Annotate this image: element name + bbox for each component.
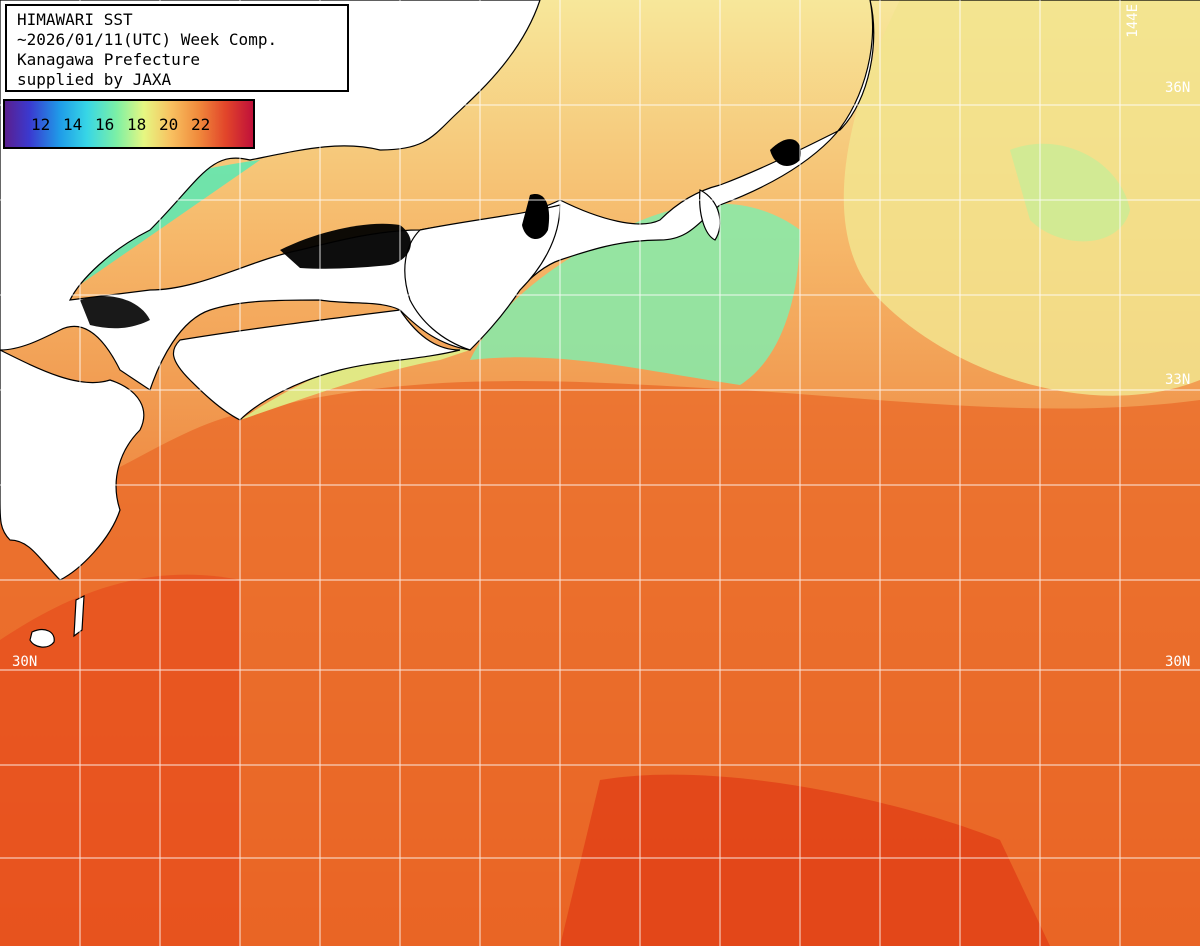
land-shikoku <box>172 309 461 421</box>
legend-label-20: 20 <box>159 114 179 134</box>
inland-sea-dark <box>280 223 411 269</box>
lat-label-30n-right: 30N <box>1165 654 1191 670</box>
land-kyushu <box>0 349 145 581</box>
info-date: ~2026/01/11(UTC) Week Comp. <box>17 30 278 49</box>
cool-yellow-ne <box>843 0 1200 396</box>
land-izu <box>699 189 721 241</box>
coastal-cool-south <box>470 203 800 385</box>
island-yakushima <box>29 629 55 648</box>
lat-label-33n-right: 33N <box>1165 372 1191 388</box>
legend-label-18: 18 <box>127 114 147 134</box>
kuroshio-warm-band <box>0 381 1200 946</box>
color-legend: 12 14 16 18 20 22 <box>3 99 255 149</box>
info-region: Kanagawa Prefecture <box>17 50 201 69</box>
lat-label-30n-left: 30N <box>12 654 38 670</box>
legend-label-16: 16 <box>95 114 115 134</box>
lon-label-136e: 136E <box>481 4 497 38</box>
legend-label-22: 22 <box>191 114 211 134</box>
lat-label-36n: 36N <box>1165 80 1191 96</box>
info-source: supplied by JAXA <box>17 70 172 89</box>
inland-sea-dark2 <box>80 296 150 329</box>
warm-core-south <box>560 774 1050 946</box>
lon-label-144e: 144E <box>1125 4 1141 38</box>
info-title: HIMAWARI SST <box>17 10 133 29</box>
legend-color-bar <box>5 101 253 147</box>
tokyo-bay-dark <box>770 139 801 166</box>
warm-core-west <box>0 574 240 946</box>
island-tanegashima <box>73 594 85 638</box>
legend-label-14: 14 <box>63 114 83 134</box>
lake-biwa <box>522 194 550 240</box>
legend-label-12: 12 <box>31 114 51 134</box>
lat-label-33-left: 33 <box>14 373 31 389</box>
info-box: HIMAWARI SST ~2026/01/11(UTC) Week Comp.… <box>5 4 349 92</box>
